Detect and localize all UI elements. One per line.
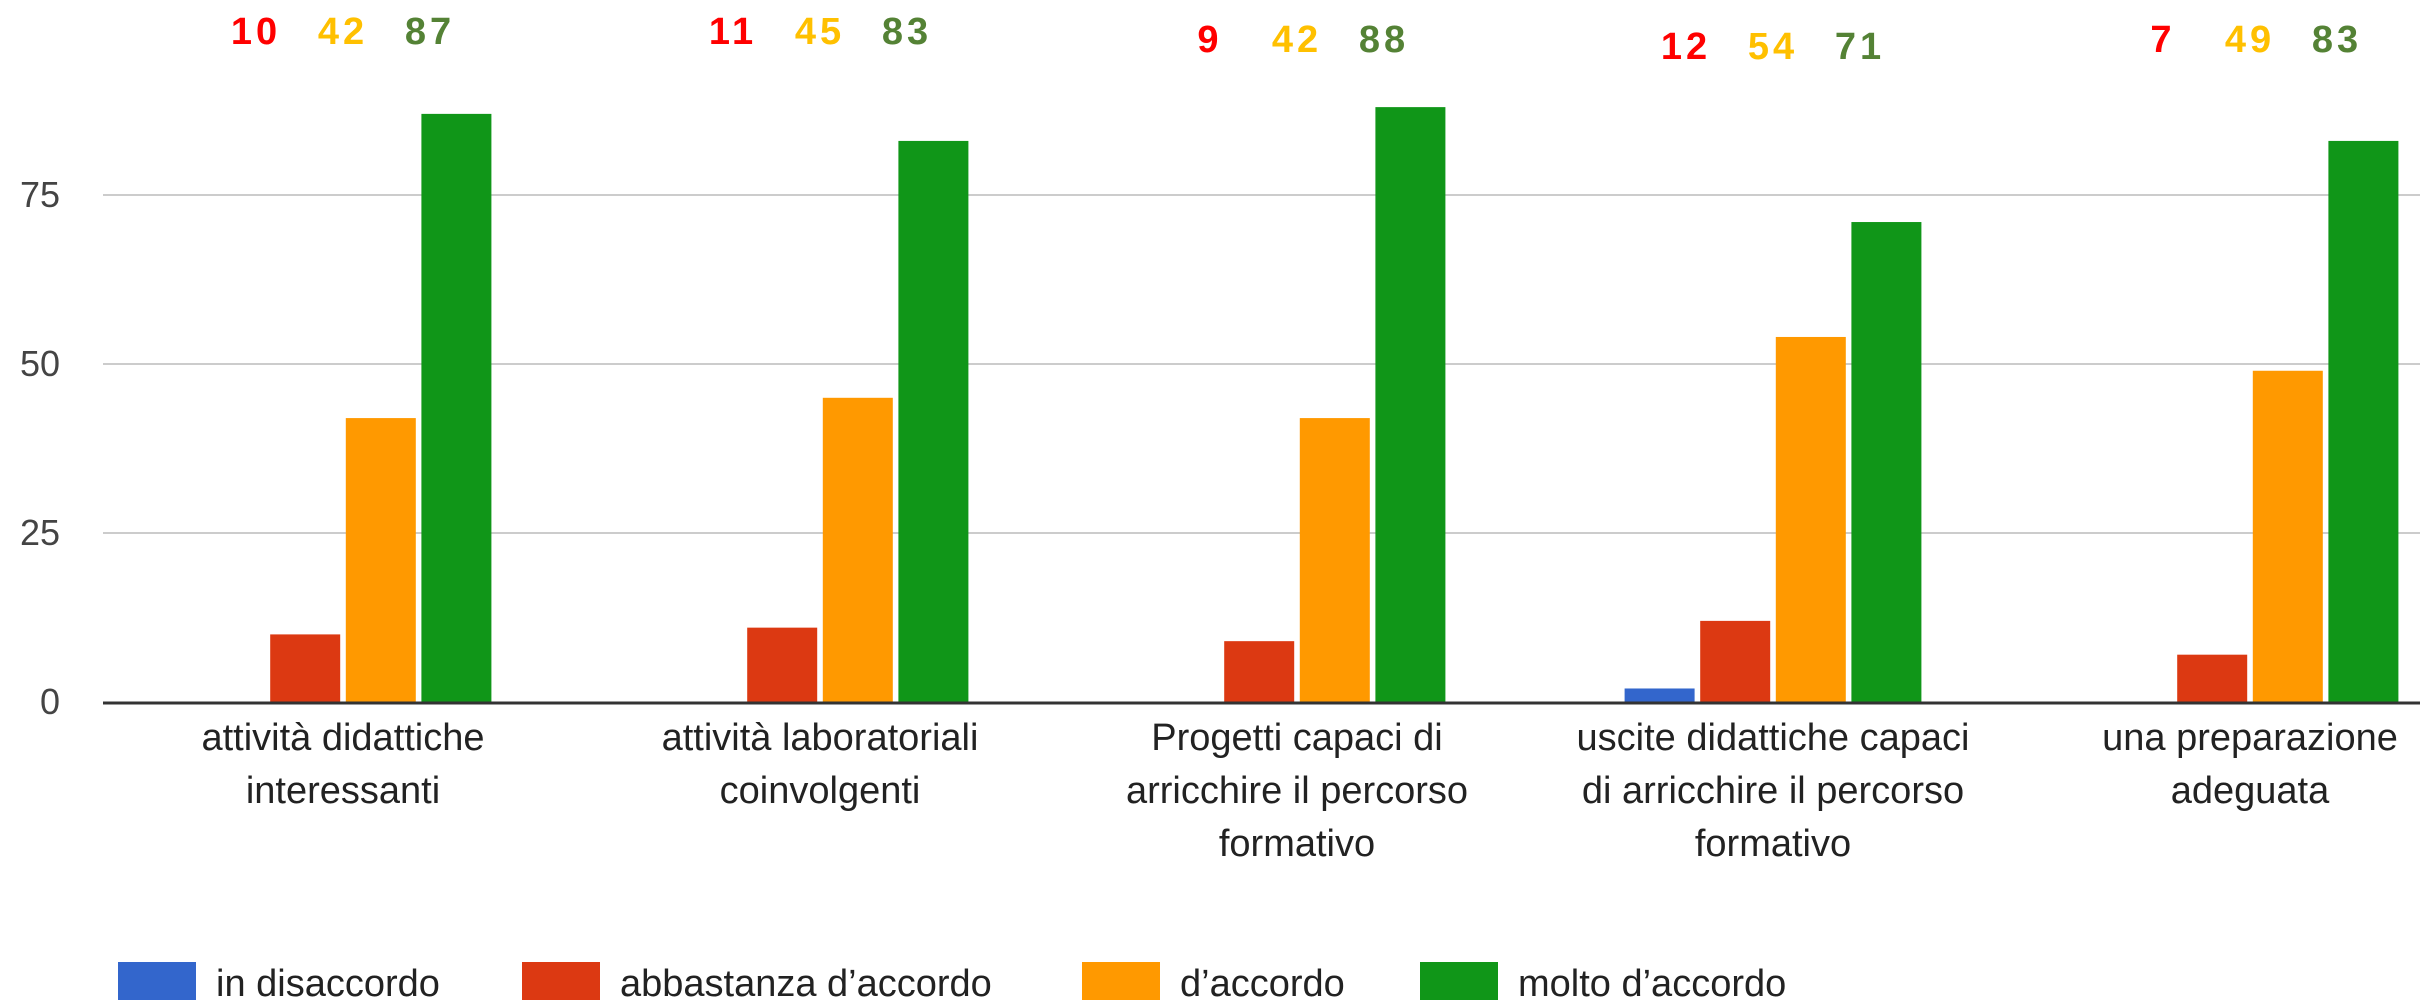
x-tick-label: coinvolgenti (720, 770, 921, 812)
legend-swatch (118, 962, 196, 1000)
y-axis-ticks: 0 25 50 75 (20, 174, 60, 722)
x-tick-label: formativo (1219, 823, 1375, 865)
data-label: 49 (2225, 19, 2275, 61)
legend-label: molto d’accordo (1518, 963, 1786, 1001)
data-label: 45 (795, 11, 845, 53)
data-label: 9 (1197, 19, 1222, 61)
legend-label: d’accordo (1180, 963, 1345, 1001)
bar (421, 113, 492, 702)
x-tick-label: interessanti (246, 770, 440, 812)
data-label: 87 (405, 11, 455, 53)
data-label: 42 (318, 11, 368, 53)
data-label: 54 (1748, 26, 1798, 68)
x-tick-label: arricchire il percorso (1126, 770, 1468, 812)
bar (2328, 140, 2399, 703)
data-label: 10 (231, 11, 281, 53)
x-tick-label: di arricchire il percorso (1582, 770, 1964, 812)
data-label: 12 (1661, 26, 1711, 68)
bar (1375, 107, 1446, 703)
data-label: 88 (1359, 19, 1409, 61)
x-tick-label: una preparazione (2102, 717, 2398, 759)
bar (1299, 418, 1370, 702)
data-label: 83 (882, 11, 932, 53)
data-label: 11 (709, 11, 757, 53)
bar (270, 634, 341, 702)
bar (1624, 688, 1695, 702)
y-tick-label: 25 (20, 512, 60, 553)
x-tick-label: uscite didattiche capaci (1577, 717, 1970, 759)
x-tick-label: Progetti capaci di (1151, 717, 1443, 759)
bars (270, 107, 2399, 703)
x-tick-label: formativo (1695, 823, 1851, 865)
legend-swatch (1082, 962, 1160, 1000)
y-tick-label: 50 (20, 343, 60, 384)
y-tick-label: 75 (20, 174, 60, 215)
bar (2252, 370, 2323, 702)
legend-label: abbastanza d’accordo (620, 963, 992, 1001)
x-tick-label: attività didattiche (201, 717, 484, 759)
data-label: 42 (1272, 19, 1322, 61)
bar (2177, 654, 2248, 702)
legend-label: in disaccordo (216, 963, 440, 1001)
data-label: 71 (1835, 26, 1885, 68)
legend-swatch (522, 962, 600, 1000)
bar (1775, 336, 1846, 702)
x-axis-labels: attività didattiche interessanti attività … (201, 717, 2397, 865)
bar (747, 627, 818, 702)
y-tick-label: 0 (40, 681, 60, 722)
bar (1224, 641, 1295, 702)
bar (1851, 222, 1922, 703)
bar (1700, 620, 1771, 702)
data-label: 7 (2150, 19, 2175, 61)
legend-swatch (1420, 962, 1498, 1000)
bar (898, 140, 969, 703)
bar (345, 418, 416, 702)
x-tick-label: attività laboratoriali (662, 717, 979, 759)
value-annotations: 10 42 87 11 45 83 9 42 88 12 54 71 7 49 83 (231, 11, 2362, 68)
data-label: 83 (2312, 19, 2362, 61)
legend[interactable]: in disaccordo abbastanza d’accordo d’accor… (118, 962, 1786, 1001)
x-tick-label: adeguata (2171, 770, 2330, 812)
bar (822, 397, 893, 702)
